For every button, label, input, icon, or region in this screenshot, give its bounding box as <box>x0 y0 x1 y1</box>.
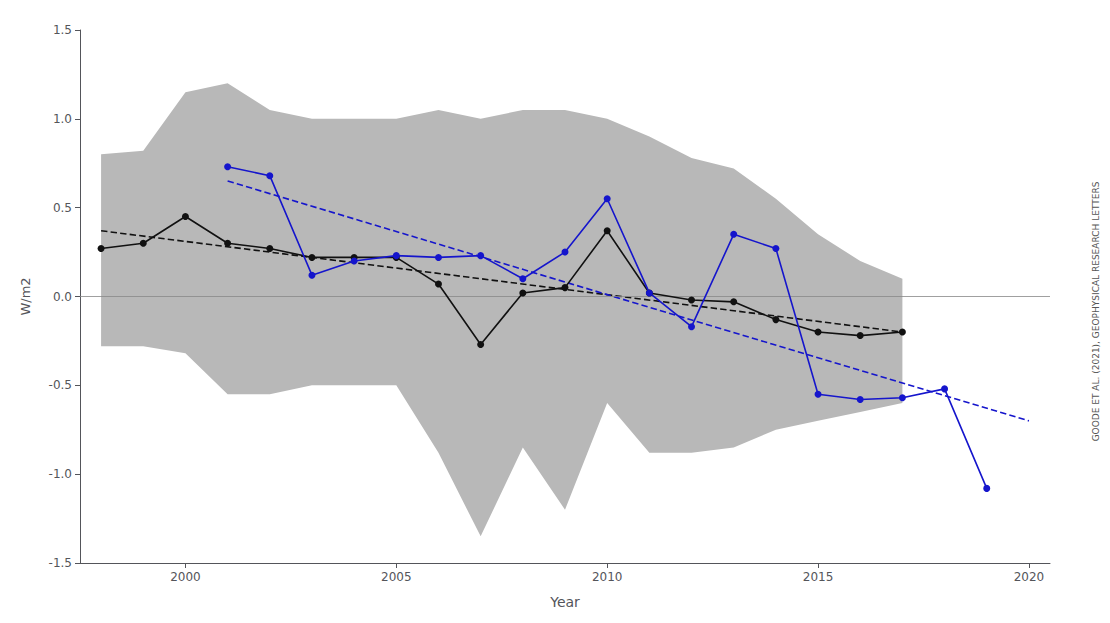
svg-text:0.0: 0.0 <box>53 290 72 304</box>
svg-text:Year: Year <box>549 594 580 610</box>
svg-text:W/m2: W/m2 <box>18 277 33 315</box>
svg-text:1.0: 1.0 <box>53 112 72 126</box>
svg-text:-0.5: -0.5 <box>49 378 72 392</box>
svg-text:2010: 2010 <box>592 570 623 584</box>
svg-text:2000: 2000 <box>170 570 201 584</box>
svg-text:-1.0: -1.0 <box>49 467 72 481</box>
svg-text:1.5: 1.5 <box>53 23 72 37</box>
svg-text:-1.5: -1.5 <box>49 556 72 570</box>
svg-text:GOODE ET AL. (2021), GEOPHYSIC: GOODE ET AL. (2021), GEOPHYSICAL RESEARC… <box>1091 181 1101 441</box>
svg-text:2015: 2015 <box>803 570 834 584</box>
svg-text:0.5: 0.5 <box>53 201 72 215</box>
svg-text:2005: 2005 <box>381 570 412 584</box>
svg-text:2020: 2020 <box>1014 570 1045 584</box>
